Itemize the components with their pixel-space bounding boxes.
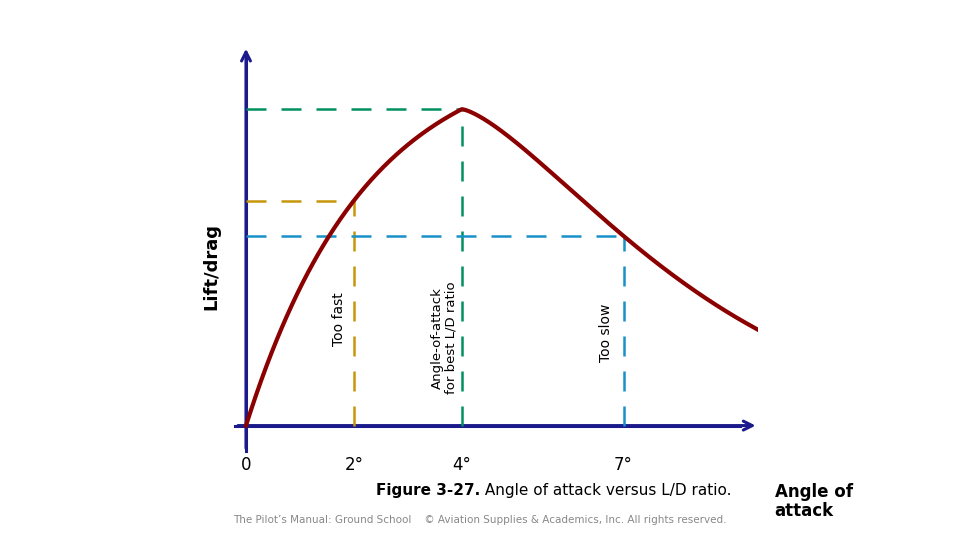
Text: 2°: 2° bbox=[345, 456, 364, 474]
Text: Angle-of-attack
for best L/D ratio: Angle-of-attack for best L/D ratio bbox=[431, 281, 458, 394]
Text: Too fast: Too fast bbox=[332, 293, 346, 347]
Text: 0: 0 bbox=[241, 456, 252, 474]
Text: Figure 3-27.: Figure 3-27. bbox=[375, 483, 480, 498]
Text: Angle of
attack: Angle of attack bbox=[775, 483, 852, 520]
Text: The Pilot’s Manual: Ground School    © Aviation Supplies & Academics, Inc. All r: The Pilot’s Manual: Ground School © Avia… bbox=[233, 515, 727, 525]
Text: Too slow: Too slow bbox=[599, 304, 613, 362]
Text: Lift/drag: Lift/drag bbox=[202, 222, 220, 309]
Text: 4°: 4° bbox=[452, 456, 471, 474]
Text: 7°: 7° bbox=[614, 456, 633, 474]
Text: Angle of attack versus L/D ratio.: Angle of attack versus L/D ratio. bbox=[480, 483, 732, 498]
